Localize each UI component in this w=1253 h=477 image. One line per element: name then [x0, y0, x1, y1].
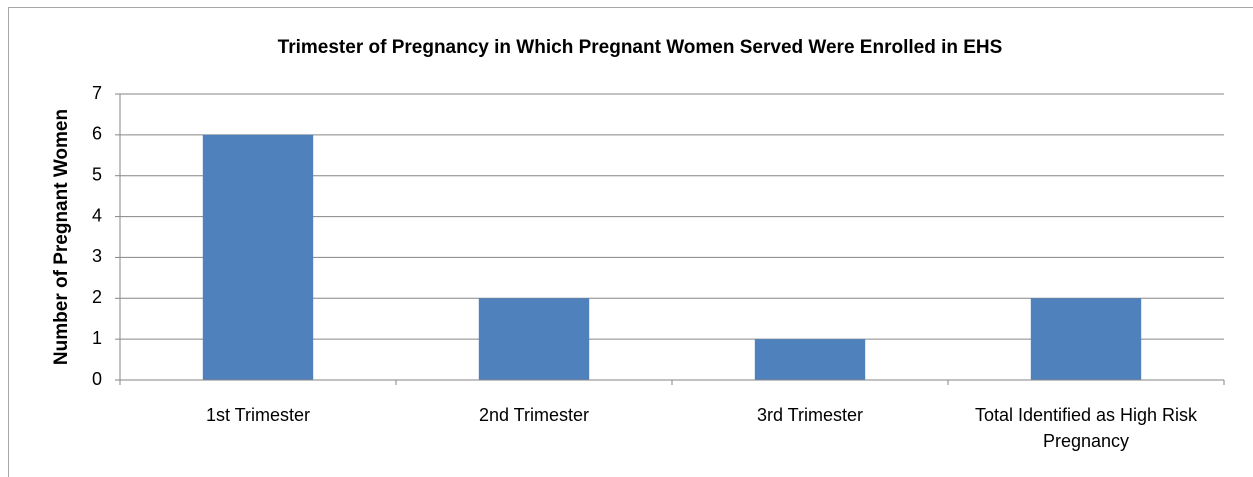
x-tick-label: 3rd Trimester [756, 405, 863, 425]
y-tick-label: 1 [92, 328, 102, 348]
bar [478, 298, 590, 380]
chart-border [8, 7, 1253, 477]
y-tick-label: 3 [92, 246, 102, 266]
y-tick-label: 4 [92, 205, 102, 225]
y-axis-label: Number of Pregnant Women [51, 109, 72, 365]
x-tick-label: Total Identified as High Risk Pregnancy [974, 405, 1198, 451]
bar [754, 339, 866, 380]
bar [202, 134, 314, 380]
bar [1030, 298, 1142, 380]
chart-title: Trimester of Pregnancy in Which Pregnant… [278, 37, 1003, 58]
y-tick-label: 7 [92, 83, 102, 103]
y-tick-label: 5 [92, 164, 102, 184]
x-tick-label: 2nd Trimester [478, 405, 590, 425]
y-tick-label: 2 [92, 287, 102, 307]
y-tick-label: 6 [92, 124, 102, 144]
y-tick-label: 0 [92, 369, 102, 389]
x-tick-label: 1st Trimester [205, 405, 310, 425]
